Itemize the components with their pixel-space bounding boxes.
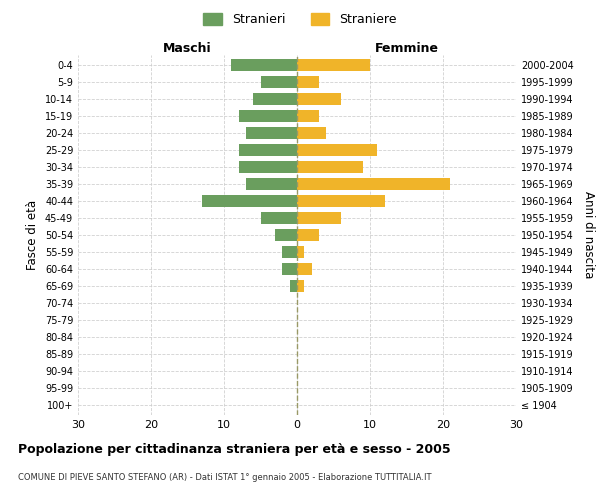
Text: COMUNE DI PIEVE SANTO STEFANO (AR) - Dati ISTAT 1° gennaio 2005 - Elaborazione T: COMUNE DI PIEVE SANTO STEFANO (AR) - Dat… — [18, 472, 431, 482]
Bar — [297, 76, 319, 88]
Bar — [297, 195, 385, 207]
Text: Femmine: Femmine — [374, 42, 439, 55]
Y-axis label: Fasce di età: Fasce di età — [26, 200, 39, 270]
Bar — [253, 93, 297, 105]
Bar — [297, 178, 451, 190]
Bar — [297, 127, 326, 139]
Bar — [260, 76, 297, 88]
Bar — [297, 144, 377, 156]
Bar — [297, 229, 319, 241]
Bar — [283, 263, 297, 275]
Bar — [297, 93, 341, 105]
Bar — [239, 161, 297, 173]
Bar — [297, 59, 370, 71]
Bar — [297, 280, 304, 292]
Bar — [232, 59, 297, 71]
Legend: Stranieri, Straniere: Stranieri, Straniere — [197, 6, 403, 32]
Bar — [246, 178, 297, 190]
Text: Maschi: Maschi — [163, 42, 212, 55]
Bar — [239, 144, 297, 156]
Bar — [297, 161, 363, 173]
Bar — [283, 246, 297, 258]
Bar — [290, 280, 297, 292]
Bar — [239, 110, 297, 122]
Bar — [246, 127, 297, 139]
Bar — [297, 263, 311, 275]
Bar — [297, 246, 304, 258]
Bar — [260, 212, 297, 224]
Y-axis label: Anni di nascita: Anni di nascita — [582, 192, 595, 278]
Bar — [202, 195, 297, 207]
Bar — [297, 212, 341, 224]
Text: Popolazione per cittadinanza straniera per età e sesso - 2005: Popolazione per cittadinanza straniera p… — [18, 442, 451, 456]
Bar — [275, 229, 297, 241]
Bar — [297, 110, 319, 122]
